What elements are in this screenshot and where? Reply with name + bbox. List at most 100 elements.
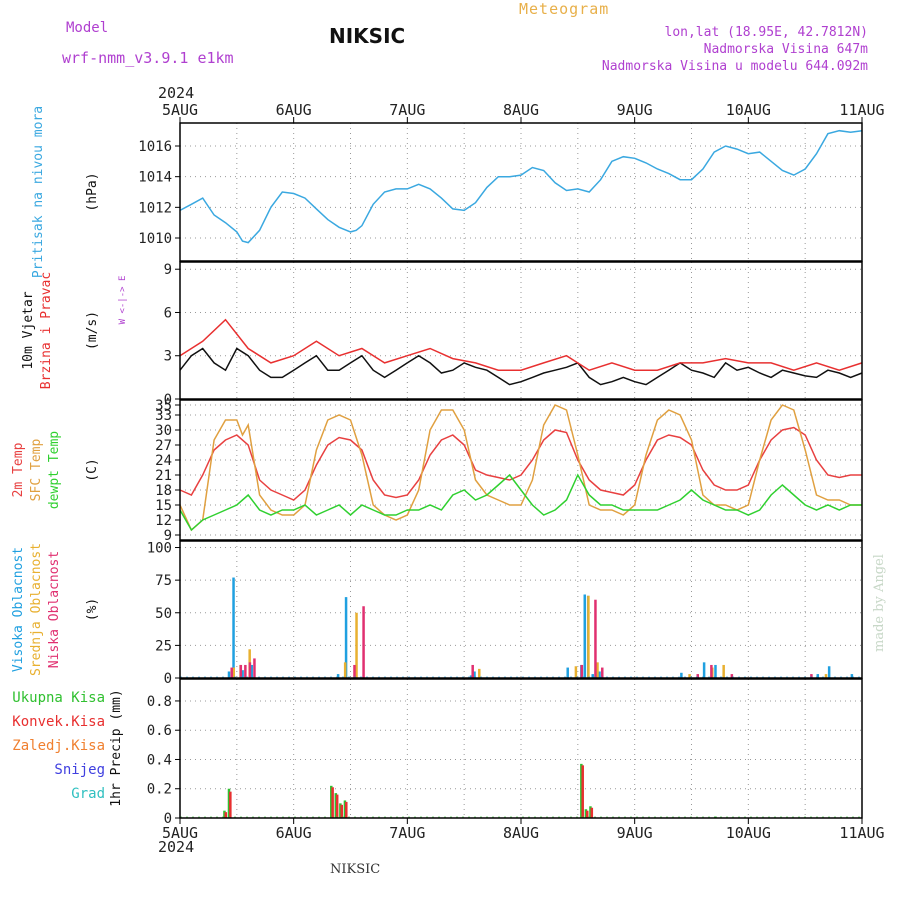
x-tick-label-top: 5AUG (162, 101, 198, 119)
coordinates: lon,lat (18.95E, 42.7812N) (664, 25, 869, 40)
y-tick-label: 3 (164, 349, 172, 365)
y-tick-label: 0.8 (147, 694, 172, 710)
bar-srednja-oblacnost (574, 666, 578, 678)
bar-konvek-kisa (229, 791, 232, 818)
y-tick-label: 35 (155, 398, 172, 414)
bar-ukupna-kisa (580, 763, 583, 818)
series-line-2m-temp (179, 426, 862, 501)
bar-ukupna-kisa (334, 793, 338, 818)
bar-visoka-oblacnost (344, 597, 348, 678)
bar-visoka-oblacnost (591, 674, 594, 678)
y-tick-label: 1012 (138, 200, 172, 216)
bar-konvek-kisa (581, 765, 584, 818)
bar-konvek-kisa (340, 804, 343, 818)
series-line-dewpt-temp (179, 473, 862, 532)
bar-niska-oblacnost (601, 667, 604, 678)
model-elevation: Nadmorska Visina u modelu 644.092m (601, 59, 868, 74)
series-line-pressure (179, 129, 863, 244)
bar-ukupna-kisa (589, 806, 592, 818)
bar-visoka-oblacnost (232, 577, 235, 678)
bar-niska-oblacnost (244, 664, 247, 678)
panel-label: Zaledj.Kisa (12, 738, 105, 754)
bar-niska-oblacnost (580, 664, 584, 678)
x-tick-label-top: 6AUG (276, 101, 312, 119)
bar-niska-oblacnost (248, 662, 252, 678)
y-tick-label: 0 (164, 392, 172, 408)
series-line-sfc-temp (179, 404, 862, 532)
bar-visoka-oblacnost (598, 671, 601, 678)
y-tick-label: 12 (155, 513, 172, 529)
x-tick-label-bottom: 10AUG (726, 824, 771, 842)
model-label: Model (66, 20, 109, 36)
panel-frame-wind (179, 261, 863, 400)
panel-label: Snijeg (54, 762, 105, 778)
year-bottom: 2024 (158, 838, 195, 856)
bar-visoka-oblacnost (241, 670, 244, 678)
bar-visoka-oblacnost (850, 674, 854, 678)
panel-label: Pritisak na nivou mora (31, 106, 46, 278)
y-tick-label: 1016 (138, 139, 172, 155)
bar-niska-oblacnost (230, 667, 233, 678)
bar-visoka-oblacnost (566, 667, 569, 678)
meteogram-title: Meteogram (519, 0, 610, 18)
model-name: wrf-nmm_v3.9.1 e1km (62, 49, 234, 67)
bar-visoka-oblacnost (827, 666, 831, 678)
y-tick-label: 25 (155, 638, 172, 654)
series-line-speed (179, 347, 863, 386)
y-tick-label: 24 (155, 453, 172, 469)
x-tick-label-bottom: 6AUG (276, 824, 312, 842)
bar-niska-oblacnost (696, 674, 699, 678)
panel-label: Konvek.Kisa (12, 714, 105, 730)
x-tick-label-bottom: 11AUG (839, 824, 884, 842)
bar-konvek-kisa (331, 787, 334, 818)
bar-srednja-oblacnost (688, 674, 691, 678)
y-tick-label: 1010 (138, 231, 172, 247)
bar-srednja-oblacnost (824, 674, 828, 678)
bar-niska-oblacnost (594, 599, 597, 678)
y-tick-label: 50 (155, 606, 172, 622)
bar-konvek-kisa (586, 810, 589, 818)
bar-niska-oblacnost (471, 664, 474, 678)
bar-niska-oblacnost (810, 674, 813, 678)
bar-niska-oblacnost (730, 674, 734, 678)
bar-srednja-oblacnost (355, 612, 358, 678)
y-tick-label: 100 (147, 541, 172, 557)
bar-srednja-oblacnost (587, 595, 590, 678)
bar-visoka-oblacnost (227, 671, 231, 678)
y-tick-label: 21 (155, 468, 172, 484)
panel-label: Niska Oblacnost (47, 551, 62, 668)
x-tick-label-top: 10AUG (726, 101, 771, 119)
bar-ukupna-kisa (227, 788, 231, 818)
y-tick-label: 0.2 (147, 782, 172, 798)
y-tick-label: 9 (164, 262, 172, 278)
bar-ukupna-kisa (330, 785, 333, 818)
bar-srednja-oblacnost (478, 668, 481, 678)
x-tick-label-bottom: 9AUG (617, 824, 653, 842)
y-tick-label: 6 (164, 305, 172, 321)
bar-srednja-oblacnost (596, 662, 599, 678)
x-tick-label-top: 11AUG (839, 101, 884, 119)
panel-frame-temperature (179, 399, 863, 541)
panel-unit: 1hr Precip (mm) (109, 689, 124, 806)
panel-label: Brzina i Pravac (39, 272, 54, 389)
bar-srednja-oblacnost (232, 667, 236, 678)
bar-visoka-oblacnost (702, 662, 706, 678)
bar-visoka-oblacnost (250, 664, 253, 678)
bar-visoka-oblacnost (583, 594, 587, 678)
panel-label: dewpt Temp (47, 431, 62, 509)
panel-unit: (%) (85, 598, 100, 621)
bar-niska-oblacnost (362, 606, 365, 678)
panel-unit: (m/s) (85, 311, 100, 350)
bar-konvek-kisa (335, 794, 339, 818)
x-tick-label-bottom: 7AUG (389, 824, 425, 842)
panel-label: 2m Temp (11, 442, 26, 497)
bar-konvek-kisa (224, 812, 228, 818)
panel-frame-cloud (179, 540, 863, 679)
panel-label: 10m Vjetar (21, 291, 36, 369)
y-tick-label: 0.6 (147, 723, 172, 739)
bar-niska-oblacnost (353, 664, 356, 678)
y-tick-label: 9 (164, 528, 172, 544)
bar-visoka-oblacnost (680, 672, 683, 678)
series-line-gust (179, 318, 863, 372)
bar-konvek-kisa (590, 807, 594, 818)
